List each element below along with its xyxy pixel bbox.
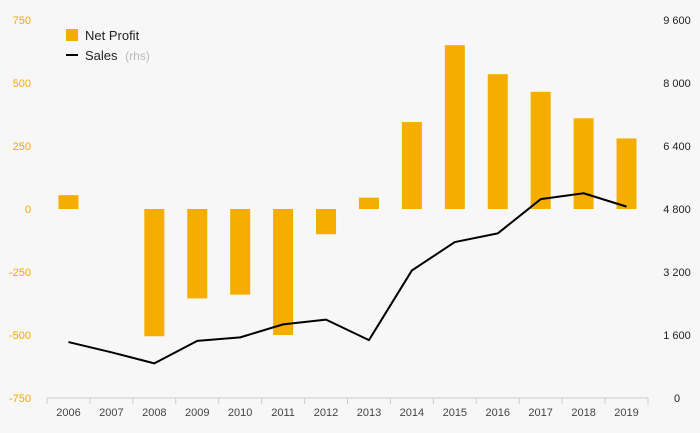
- x-axis: 2006 2007 2008 2009 2010 2011 2012 2013 2014 2015…: [56, 407, 639, 419]
- bar-net-profit-2016: [487, 74, 508, 210]
- legend-label-sales-suffix: (rhs): [125, 49, 150, 63]
- x-tick-label: 2019: [614, 407, 638, 419]
- x-tick-label: 2006: [56, 407, 80, 419]
- bar-net-profit-2010: [230, 209, 251, 295]
- left-tick-label: -750: [9, 393, 31, 405]
- left-tick-label: 250: [13, 141, 31, 153]
- bar-net-profit-2006: [58, 195, 79, 209]
- x-tick-label: 2007: [99, 407, 123, 419]
- bar-net-profit-2009: [187, 209, 208, 299]
- x-tick-label: 2013: [357, 407, 381, 419]
- left-tick-label: -500: [9, 330, 31, 342]
- right-tick-label: 9 600: [663, 15, 691, 27]
- x-tick-label: 2010: [228, 407, 252, 419]
- bar-net-profit-2018: [573, 118, 594, 209]
- legend-label-sales-name: Sales: [85, 48, 118, 63]
- right-tick-label: 4 800: [663, 204, 691, 216]
- x-tick-label: 2016: [486, 407, 510, 419]
- x-tick-label: 2017: [528, 407, 552, 419]
- right-tick-label: 1 600: [663, 330, 691, 342]
- bar-net-profit-2015: [444, 45, 465, 210]
- left-axis: 750 500 250 0 -250 -500 -750: [9, 15, 31, 405]
- x-tick-label: 2015: [443, 407, 467, 419]
- left-tick-label: 750: [13, 15, 31, 27]
- bar-net-profit-2013: [358, 197, 379, 209]
- bar-net-profit-2019: [616, 138, 637, 209]
- x-tick-label: 2014: [400, 407, 424, 419]
- line-layer: [68, 192, 627, 365]
- legend-swatch-net-profit: [66, 29, 78, 41]
- x-tick-label: 2018: [571, 407, 595, 419]
- x-tick-label: 2011: [271, 407, 295, 419]
- x-tick-label: 2012: [314, 407, 338, 419]
- right-tick-label: 3 200: [663, 267, 691, 279]
- right-tick-label: 8 000: [663, 78, 691, 90]
- left-tick-label: -250: [9, 267, 31, 279]
- left-tick-label: 500: [13, 78, 31, 90]
- right-tick-label: 0: [674, 393, 680, 405]
- axes-layer: [46, 397, 649, 404]
- x-tick-label: 2008: [142, 407, 166, 419]
- legend-label-sales: Sales (rhs): [85, 48, 150, 63]
- right-axis: 9 600 8 000 6 400 4 800 3 200 1 600 0: [663, 15, 691, 405]
- x-tick-label: 2009: [185, 407, 209, 419]
- left-tick-label: 0: [25, 204, 31, 216]
- bar-net-profit-2014: [401, 122, 422, 209]
- bar-net-profit-2012: [316, 209, 337, 235]
- line-sales: [68, 192, 627, 365]
- right-tick-label: 6 400: [663, 141, 691, 153]
- legend: Net Profit Sales (rhs): [66, 28, 150, 63]
- legend-label-net-profit: Net Profit: [85, 28, 140, 43]
- bars-layer: [58, 45, 637, 337]
- bar-net-profit-2011: [273, 209, 294, 335]
- bar-net-profit-2008: [144, 209, 165, 337]
- bar-net-profit-2017: [530, 91, 551, 209]
